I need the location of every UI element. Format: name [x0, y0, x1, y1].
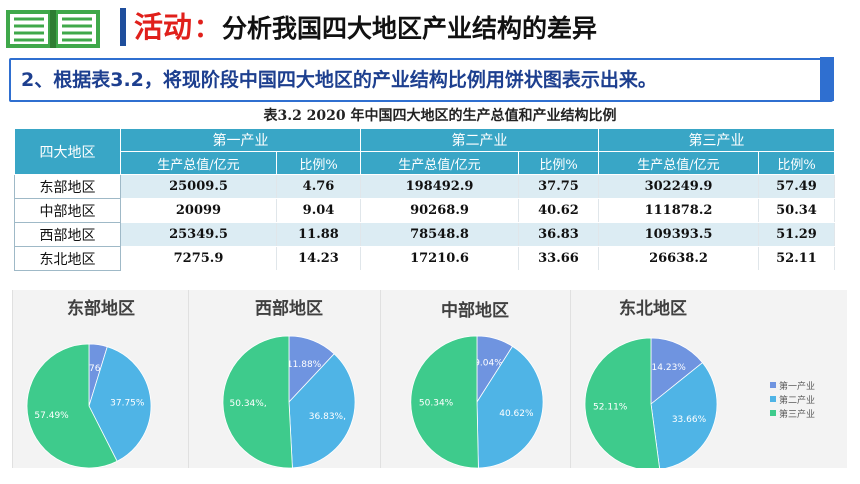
table-cell: 20099: [120, 198, 277, 223]
table-cell: 7275.9: [120, 246, 277, 271]
pie-panel: 东部地区 4.76% 37.75% 57.49%: [12, 290, 189, 468]
pie-slice: [26, 343, 118, 468]
table-cell: 4.76: [276, 174, 361, 199]
pie-data-label: 50.34%: [419, 398, 454, 408]
table-cell: 26638.2: [598, 246, 759, 271]
table-cell: 40.62: [518, 198, 599, 223]
legend-swatch: [770, 410, 776, 416]
pie-data-label: 9.04%: [474, 359, 503, 369]
task-box-corner: [820, 57, 834, 101]
pie-title: 东部地区: [67, 298, 135, 319]
table-cell: 14.23: [276, 246, 361, 271]
pie-slice: [650, 362, 718, 468]
table-cell: 25009.5: [120, 174, 277, 199]
region-cell: 中部地区: [14, 198, 121, 223]
pie-title: 东北地区: [619, 298, 687, 319]
open-book-icon: [6, 10, 100, 48]
region-cell: 西部地区: [14, 222, 121, 247]
table-cell: 198492.9: [360, 174, 519, 199]
table-cell: 33.66: [518, 246, 599, 271]
pie-chart-svg: 西部地区 11.88% 36.83%, 50.34%,: [222, 298, 356, 468]
table-cell: 37.75: [518, 174, 599, 199]
pie-panel: 西部地区 11.88% 36.83%, 50.34%,: [188, 290, 381, 468]
header-accent-bar: [120, 8, 126, 46]
pie-panel: 中部地区 9.04% 40.62% 50.34%: [380, 290, 571, 468]
legend-swatch: [770, 382, 776, 388]
industry-header: 第三产业: [598, 128, 835, 152]
table-cell: 57.49: [758, 174, 835, 199]
pie-chart-svg: 东北地区 14.23% 33.66% 52.11%: [584, 298, 718, 468]
industry-header: 第一产业: [120, 128, 361, 152]
pie-chart-svg: 中部地区 9.04% 40.62% 50.34%: [410, 300, 544, 468]
table-cell: 109393.5: [598, 222, 759, 247]
table-row: 中部地区 20099 9.04 90268.9 40.62 111878.2 5…: [14, 198, 835, 223]
pie-slice: [476, 345, 544, 468]
table-cell: 50.34: [758, 198, 835, 223]
column-header: 比例%: [276, 151, 361, 175]
column-header: 比例%: [518, 151, 599, 175]
pie-slice: [222, 335, 293, 468]
legend-item: 第二产业: [770, 392, 815, 406]
activity-keyword: 活动: [134, 10, 193, 44]
industry-header: 第二产业: [360, 128, 599, 152]
legend-swatch: [770, 396, 776, 402]
table-cell: 302249.9: [598, 174, 759, 199]
legend-label: 第一产业: [779, 381, 816, 392]
table-cell: 78548.8: [360, 222, 519, 247]
table-row: 东北地区 7275.9 14.23 17210.6 33.66 26638.2 …: [14, 246, 835, 271]
table-cell: 111878.2: [598, 198, 759, 223]
task-box: 2、根据表3.2，将现阶段中国四大地区的产业结构比例用饼状图表示出来。: [9, 57, 834, 102]
region-cell: 东北地区: [14, 246, 121, 271]
table-row: 西部地区 25349.5 11.88 78548.8 36.83 109393.…: [14, 222, 835, 247]
pie-data-label: 33.66%: [672, 415, 707, 425]
table-cell: 17210.6: [360, 246, 519, 271]
pie-data-label: 14.23%: [652, 363, 687, 373]
pie-chart-svg: 东部地区 4.76% 37.75% 57.49%: [26, 298, 152, 468]
corner-header: 四大地区: [14, 128, 121, 175]
pie-slice: [88, 346, 152, 462]
column-header: 生产总值/亿元: [598, 151, 759, 175]
table-cell: 9.04: [276, 198, 361, 223]
pie-charts: 东部地区 4.76% 37.75% 57.49% 西部地区 11.88% 36.83%, 5…: [0, 290, 860, 484]
data-table: 四大地区 第一产业 第二产业 第三产业 生产总值/亿元 比例% 生产总值/亿元 …: [14, 128, 835, 271]
table-cell: 36.83: [518, 222, 599, 247]
table-cell: 90268.9: [360, 198, 519, 223]
pie-data-label: 4.76%: [80, 364, 109, 374]
pie-data-label: 11.88%: [287, 360, 322, 370]
pie-data-label: 52.11%: [593, 403, 628, 413]
pie-data-label: 40.62%: [499, 409, 534, 419]
table-cell: 52.11: [758, 246, 835, 271]
pie-slice: [410, 335, 479, 468]
table-caption: 表3.2 2020 年中国四大地区的生产总值和产业结构比例: [263, 108, 617, 124]
pie-panel: 东北地区 14.23% 33.66% 52.11%: [570, 290, 847, 468]
legend-item: 第三产业: [770, 406, 815, 420]
page-title: 活动：分析我国四大地区产业结构的差异: [134, 6, 597, 48]
table-cell: 25349.5: [120, 222, 277, 247]
pie-data-label: 50.34%,: [230, 399, 267, 409]
table-cell: 51.29: [758, 222, 835, 247]
region-cell: 东部地区: [14, 174, 121, 199]
pie-title: 西部地区: [255, 298, 323, 319]
pie-data-label: 37.75%: [110, 399, 145, 409]
title-colon: ：: [194, 14, 221, 44]
column-header: 生产总值/亿元: [360, 151, 519, 175]
table-cell: 11.88: [276, 222, 361, 247]
header: 活动：分析我国四大地区产业结构的差异: [0, 0, 860, 56]
table-row: 东部地区 25009.5 4.76 198492.9 37.75 302249.…: [14, 174, 835, 199]
task-text: 2、根据表3.2，将现阶段中国四大地区的产业结构比例用饼状图表示出来。: [21, 69, 657, 91]
pie-data-label: 57.49%: [34, 411, 69, 421]
title-text: 分析我国四大地区产业结构的差异: [222, 14, 598, 43]
legend-item: 第一产业: [770, 378, 815, 392]
pie-title: 中部地区: [441, 300, 509, 321]
chart-legend: 第一产业第二产业第三产业: [770, 378, 815, 420]
column-header: 比例%: [758, 151, 835, 175]
pie-slice: [288, 353, 356, 468]
column-header: 生产总值/亿元: [120, 151, 277, 175]
pie-data-label: 36.83%,: [309, 412, 346, 422]
pie-slice: [584, 337, 660, 468]
legend-label: 第三产业: [779, 409, 816, 420]
pie-slice: [650, 337, 704, 405]
legend-label: 第二产业: [779, 395, 816, 406]
